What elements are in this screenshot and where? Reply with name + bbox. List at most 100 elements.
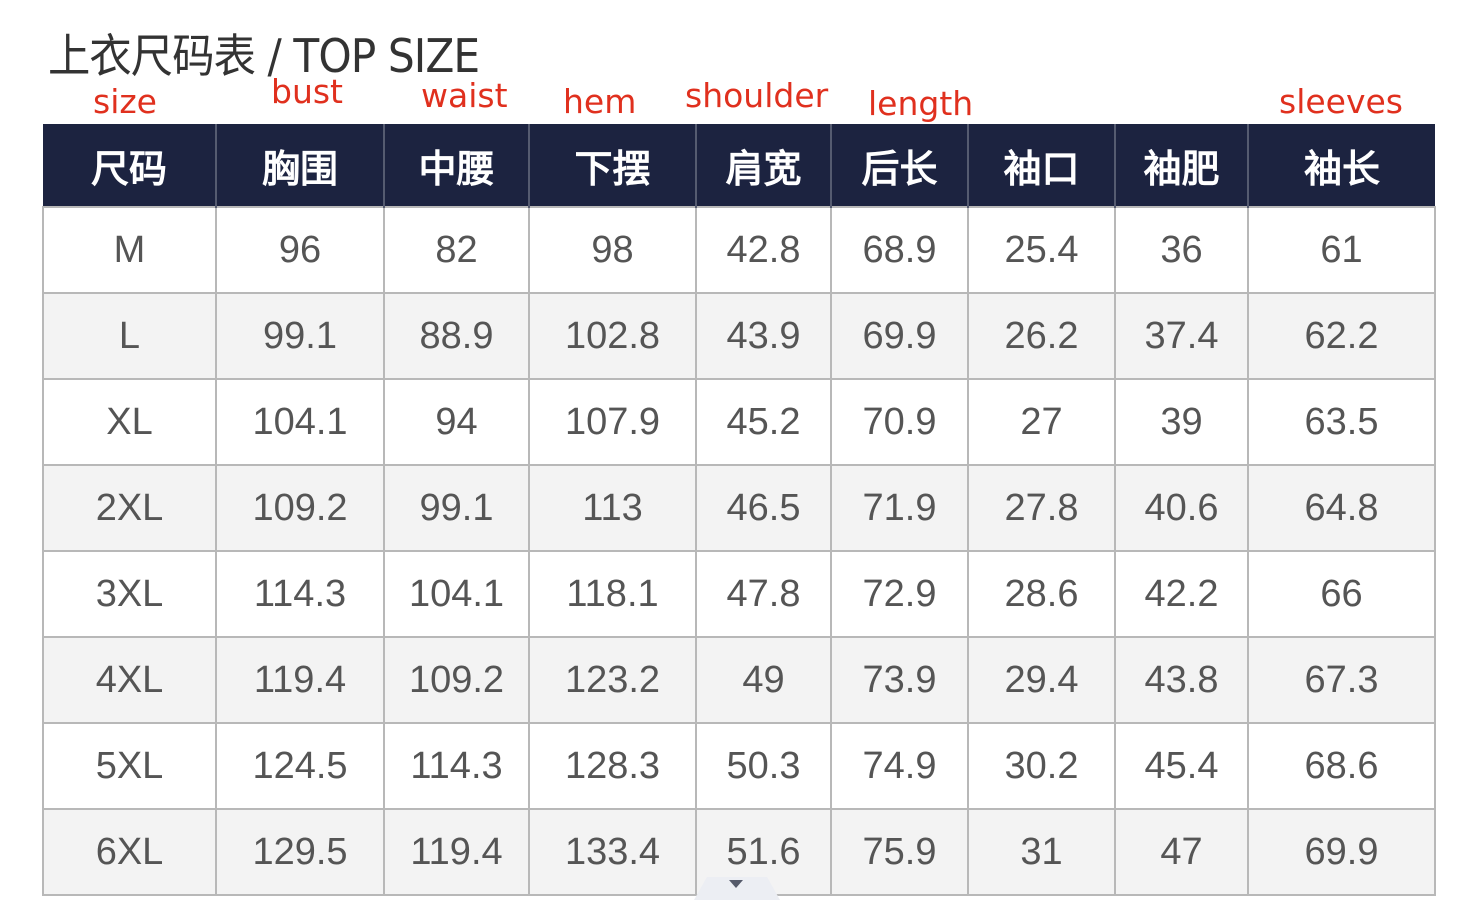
table-cell: 67.3 — [1247, 636, 1436, 724]
table-cell: 42.8 — [695, 206, 832, 294]
table-cell: 94 — [383, 378, 530, 466]
page-title: 上衣尺码表 / TOP SIZE — [48, 29, 480, 83]
table-cell: 50.3 — [695, 722, 832, 810]
label-size: size — [93, 82, 157, 121]
column-header: 袖肥 — [1114, 124, 1248, 207]
label-bust: bust — [271, 72, 343, 111]
table-cell: 36 — [1114, 206, 1249, 294]
table-cell: 64.8 — [1247, 464, 1436, 552]
table-cell: 71.9 — [830, 464, 969, 552]
column-header: 胸围 — [215, 124, 384, 207]
table-cell: 107.9 — [528, 378, 697, 466]
table-cell: 39 — [1114, 378, 1249, 466]
table-cell: 25.4 — [967, 206, 1116, 294]
table-cell: L — [42, 292, 217, 380]
table-cell: 69.9 — [1247, 808, 1436, 896]
table-cell: 43.8 — [1114, 636, 1249, 724]
table-row: 6XL 129.5 119.4 133.4 51.6 75.9 31 47 69.9 — [42, 808, 1436, 896]
column-header: 肩宽 — [695, 124, 831, 207]
table-cell: 98 — [528, 206, 697, 294]
table-cell: 68.9 — [830, 206, 969, 294]
table-cell: 43.9 — [695, 292, 832, 380]
column-header: 袖口 — [967, 124, 1115, 207]
table-cell: 45.2 — [695, 378, 832, 466]
table-cell: 46.5 — [695, 464, 832, 552]
table-cell: 124.5 — [215, 722, 385, 810]
table-cell: 82 — [383, 206, 530, 294]
label-hem: hem — [563, 82, 637, 121]
table-cell: 99.1 — [215, 292, 385, 380]
table-cell: 88.9 — [383, 292, 530, 380]
table-row: XL 104.1 94 107.9 45.2 70.9 27 39 63.5 — [42, 378, 1436, 466]
table-cell: 123.2 — [528, 636, 697, 724]
table-cell: 109.2 — [383, 636, 530, 724]
table-cell: 31 — [967, 808, 1116, 896]
table-cell: 49 — [695, 636, 832, 724]
table-row: 4XL 119.4 109.2 123.2 49 73.9 29.4 43.8 67.3 — [42, 636, 1436, 724]
table-header-row: 尺码 胸围 中腰 下摆 肩宽 后长 袖口 袖肥 袖长 — [43, 124, 1435, 207]
table-cell: 128.3 — [528, 722, 697, 810]
table-cell: 45.4 — [1114, 722, 1249, 810]
table-cell: 119.4 — [215, 636, 385, 724]
table-cell: 104.1 — [383, 550, 530, 638]
table-cell: 61 — [1247, 206, 1436, 294]
table-cell: 27 — [967, 378, 1116, 466]
column-header: 后长 — [830, 124, 968, 207]
table-cell: 29.4 — [967, 636, 1116, 724]
table-cell: 69.9 — [830, 292, 969, 380]
table-cell: 2XL — [42, 464, 217, 552]
expand-button[interactable] — [694, 877, 780, 900]
column-header: 下摆 — [528, 124, 696, 207]
column-header: 中腰 — [383, 124, 529, 207]
table-cell: 6XL — [42, 808, 217, 896]
table-cell: 114.3 — [215, 550, 385, 638]
column-header: 尺码 — [43, 124, 216, 207]
table-cell: 27.8 — [967, 464, 1116, 552]
label-length: length — [868, 84, 974, 123]
table-row: 5XL 124.5 114.3 128.3 50.3 74.9 30.2 45.4 68.6 — [42, 722, 1436, 810]
table-cell: 113 — [528, 464, 697, 552]
table-row: M 96 82 98 42.8 68.9 25.4 36 61 — [42, 206, 1436, 294]
table-cell: 73.9 — [830, 636, 969, 724]
column-header: 袖长 — [1247, 124, 1435, 207]
table-cell: 114.3 — [383, 722, 530, 810]
size-table: 尺码 胸围 中腰 下摆 肩宽 后长 袖口 袖肥 袖长 M 96 82 98 42.8 68.9 25.4 36… — [42, 124, 1436, 896]
table-cell: 118.1 — [528, 550, 697, 638]
table-cell: 104.1 — [215, 378, 385, 466]
table-cell: 133.4 — [528, 808, 697, 896]
label-shoulder: shoulder — [685, 76, 829, 115]
table-cell: 68.6 — [1247, 722, 1436, 810]
table-cell: 75.9 — [830, 808, 969, 896]
caret-down-icon — [729, 880, 743, 888]
table-cell: 72.9 — [830, 550, 969, 638]
table-cell: 47 — [1114, 808, 1249, 896]
table-cell: M — [42, 206, 217, 294]
table-row: L 99.1 88.9 102.8 43.9 69.9 26.2 37.4 62.2 — [42, 292, 1436, 380]
table-row: 2XL 109.2 99.1 113 46.5 71.9 27.8 40.6 64.8 — [42, 464, 1436, 552]
table-cell: 28.6 — [967, 550, 1116, 638]
table-cell: 4XL — [42, 636, 217, 724]
table-cell: 109.2 — [215, 464, 385, 552]
table-cell: 74.9 — [830, 722, 969, 810]
table-cell: 47.8 — [695, 550, 832, 638]
table-cell: 129.5 — [215, 808, 385, 896]
table-cell: 5XL — [42, 722, 217, 810]
table-cell: 42.2 — [1114, 550, 1249, 638]
table-cell: 26.2 — [967, 292, 1116, 380]
table-cell: 119.4 — [383, 808, 530, 896]
table-cell: 3XL — [42, 550, 217, 638]
table-cell: 102.8 — [528, 292, 697, 380]
table-cell: 62.2 — [1247, 292, 1436, 380]
table-cell: 96 — [215, 206, 385, 294]
table-cell: 37.4 — [1114, 292, 1249, 380]
table-cell: 66 — [1247, 550, 1436, 638]
table-cell: 63.5 — [1247, 378, 1436, 466]
table-cell: 99.1 — [383, 464, 530, 552]
table-cell: 40.6 — [1114, 464, 1249, 552]
table-cell: 30.2 — [967, 722, 1116, 810]
label-sleeves: sleeves — [1279, 82, 1403, 121]
table-row: 3XL 114.3 104.1 118.1 47.8 72.9 28.6 42.2 66 — [42, 550, 1436, 638]
table-cell: XL — [42, 378, 217, 466]
table-cell: 70.9 — [830, 378, 969, 466]
label-waist: waist — [421, 76, 508, 115]
